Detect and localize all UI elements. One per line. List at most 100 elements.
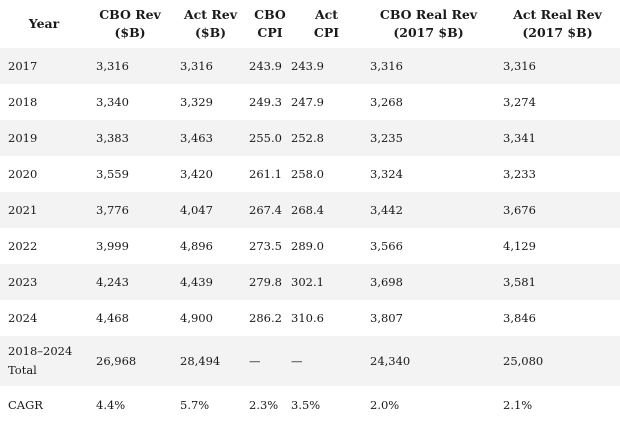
cell-total-label: 2018–2024 Total bbox=[0, 336, 88, 386]
cell-act-real-rev: 3,846 bbox=[495, 300, 620, 336]
cell-act-real-rev: 3,581 bbox=[495, 264, 620, 300]
total-label-line1: 2018–2024 bbox=[8, 344, 73, 358]
cell-act-real-rev: 4,129 bbox=[495, 228, 620, 264]
cell-act-cpi: — bbox=[291, 336, 362, 386]
cell-cbo-real-rev: 3,442 bbox=[362, 192, 495, 228]
header-act-real-rev: Act Real Rev (2017 $B) bbox=[495, 0, 620, 48]
header-act-real-rev-line2: (2017 $B) bbox=[522, 25, 593, 40]
cell-act-rev: 4,047 bbox=[172, 192, 249, 228]
cell-act-cpi: 247.9 bbox=[291, 84, 362, 120]
cell-cbo-real-rev: 3,324 bbox=[362, 156, 495, 192]
header-cbo-rev-line1: CBO Rev bbox=[99, 7, 161, 22]
cell-year: 2018 bbox=[0, 84, 88, 120]
cell-cbo-cpi: 249.3 bbox=[249, 84, 291, 120]
cell-cbo-cpi: 243.9 bbox=[249, 48, 291, 84]
cell-cbo-rev: 26,968 bbox=[88, 336, 172, 386]
header-act-cpi: Act CPI bbox=[291, 0, 362, 48]
cell-act-rev: 4,896 bbox=[172, 228, 249, 264]
cell-act-real-rev: 3,233 bbox=[495, 156, 620, 192]
cell-act-cpi: 310.6 bbox=[291, 300, 362, 336]
cell-act-rev: 3,316 bbox=[172, 48, 249, 84]
table-row: 2018 3,340 3,329 249.3 247.9 3,268 3,274 bbox=[0, 84, 620, 120]
total-label-line2: Total bbox=[8, 363, 37, 377]
cell-act-rev: 3,329 bbox=[172, 84, 249, 120]
cell-cbo-real-rev: 3,316 bbox=[362, 48, 495, 84]
cell-cbo-rev: 4,243 bbox=[88, 264, 172, 300]
cell-act-rev: 5.7% bbox=[172, 386, 249, 423]
cell-act-cpi: 3.5% bbox=[291, 386, 362, 423]
cell-cbo-cpi: 261.1 bbox=[249, 156, 291, 192]
cell-year: 2021 bbox=[0, 192, 88, 228]
header-cbo-real-rev: CBO Real Rev (2017 $B) bbox=[362, 0, 495, 48]
cell-act-rev: 4,439 bbox=[172, 264, 249, 300]
header-cbo-real-rev-line1: CBO Real Rev bbox=[379, 7, 478, 22]
cell-act-real-rev: 25,080 bbox=[495, 336, 620, 386]
header-row: Year CBO Rev ($B) Act Rev ($B) CBO CPI A… bbox=[0, 0, 620, 48]
cell-cbo-real-rev: 24,340 bbox=[362, 336, 495, 386]
cell-cbo-cpi: 279.8 bbox=[249, 264, 291, 300]
cell-cbo-cpi: — bbox=[249, 336, 291, 386]
cell-act-real-rev: 3,274 bbox=[495, 84, 620, 120]
cagr-row: CAGR 4.4% 5.7% 2.3% 3.5% 2.0% 2.1% bbox=[0, 386, 620, 423]
cell-cbo-cpi: 2.3% bbox=[249, 386, 291, 423]
header-year: Year bbox=[0, 0, 88, 48]
header-act-real-rev-line1: Act Real Rev bbox=[513, 7, 602, 22]
header-act-rev: Act Rev ($B) bbox=[172, 0, 249, 48]
header-act-rev-line1: Act Rev bbox=[183, 7, 238, 22]
cell-act-cpi: 243.9 bbox=[291, 48, 362, 84]
header-cbo-rev-line2: ($B) bbox=[114, 25, 146, 40]
table-row: 2020 3,559 3,420 261.1 258.0 3,324 3,233 bbox=[0, 156, 620, 192]
cell-act-rev: 3,420 bbox=[172, 156, 249, 192]
header-act-cpi-line1: Act bbox=[314, 7, 339, 22]
cell-act-cpi: 252.8 bbox=[291, 120, 362, 156]
cell-cbo-rev: 3,559 bbox=[88, 156, 172, 192]
cell-cbo-cpi: 286.2 bbox=[249, 300, 291, 336]
cell-cbo-rev: 3,316 bbox=[88, 48, 172, 84]
cell-act-cpi: 268.4 bbox=[291, 192, 362, 228]
cell-act-rev: 4,900 bbox=[172, 300, 249, 336]
cell-cbo-real-rev: 3,566 bbox=[362, 228, 495, 264]
cell-cbo-real-rev: 3,268 bbox=[362, 84, 495, 120]
cell-act-cpi: 302.1 bbox=[291, 264, 362, 300]
cell-cbo-rev: 3,776 bbox=[88, 192, 172, 228]
cell-act-rev: 28,494 bbox=[172, 336, 249, 386]
cell-cbo-real-rev: 2.0% bbox=[362, 386, 495, 423]
header-cbo-real-rev-line2: (2017 $B) bbox=[393, 25, 464, 40]
cell-year: 2024 bbox=[0, 300, 88, 336]
cell-act-cpi: 258.0 bbox=[291, 156, 362, 192]
cell-year: 2023 bbox=[0, 264, 88, 300]
header-act-cpi-line2: CPI bbox=[313, 25, 340, 40]
cell-year: 2022 bbox=[0, 228, 88, 264]
cell-act-cpi: 289.0 bbox=[291, 228, 362, 264]
cell-cbo-rev: 3,999 bbox=[88, 228, 172, 264]
cell-act-rev: 3,463 bbox=[172, 120, 249, 156]
cell-cbo-real-rev: 3,235 bbox=[362, 120, 495, 156]
header-cbo-cpi-line1: CBO bbox=[254, 7, 286, 22]
table-row: 2024 4,468 4,900 286.2 310.6 3,807 3,846 bbox=[0, 300, 620, 336]
table-row: 2017 3,316 3,316 243.9 243.9 3,316 3,316 bbox=[0, 48, 620, 84]
cell-act-real-rev: 3,316 bbox=[495, 48, 620, 84]
cell-act-real-rev: 2.1% bbox=[495, 386, 620, 423]
cell-year: 2017 bbox=[0, 48, 88, 84]
header-cbo-cpi: CBO CPI bbox=[249, 0, 291, 48]
header-year-text: Year bbox=[28, 16, 60, 31]
cell-cbo-real-rev: 3,698 bbox=[362, 264, 495, 300]
header-act-rev-line2: ($B) bbox=[194, 25, 227, 40]
cell-cbo-rev: 3,383 bbox=[88, 120, 172, 156]
table-row: 2019 3,383 3,463 255.0 252.8 3,235 3,341 bbox=[0, 120, 620, 156]
cell-cagr-label: CAGR bbox=[0, 386, 88, 423]
cell-year: 2019 bbox=[0, 120, 88, 156]
cell-cbo-rev: 4.4% bbox=[88, 386, 172, 423]
cell-cbo-cpi: 273.5 bbox=[249, 228, 291, 264]
table-row: 2021 3,776 4,047 267.4 268.4 3,442 3,676 bbox=[0, 192, 620, 228]
header-cbo-cpi-line2: CPI bbox=[257, 25, 283, 40]
table-row: 2022 3,999 4,896 273.5 289.0 3,566 4,129 bbox=[0, 228, 620, 264]
header-cbo-rev: CBO Rev ($B) bbox=[88, 0, 172, 48]
cell-act-real-rev: 3,676 bbox=[495, 192, 620, 228]
total-row: 2018–2024 Total 26,968 28,494 — — 24,340 … bbox=[0, 336, 620, 386]
cell-act-real-rev: 3,341 bbox=[495, 120, 620, 156]
revenue-table: Year CBO Rev ($B) Act Rev ($B) CBO CPI A… bbox=[0, 0, 620, 423]
cell-cbo-rev: 3,340 bbox=[88, 84, 172, 120]
cell-cbo-cpi: 255.0 bbox=[249, 120, 291, 156]
cell-year: 2020 bbox=[0, 156, 88, 192]
